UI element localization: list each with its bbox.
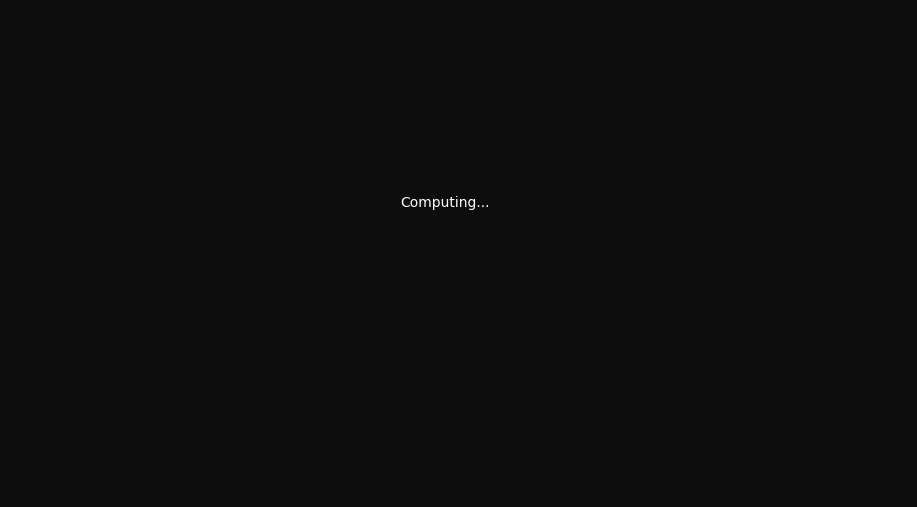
- Text: Computing...: Computing...: [400, 196, 490, 210]
